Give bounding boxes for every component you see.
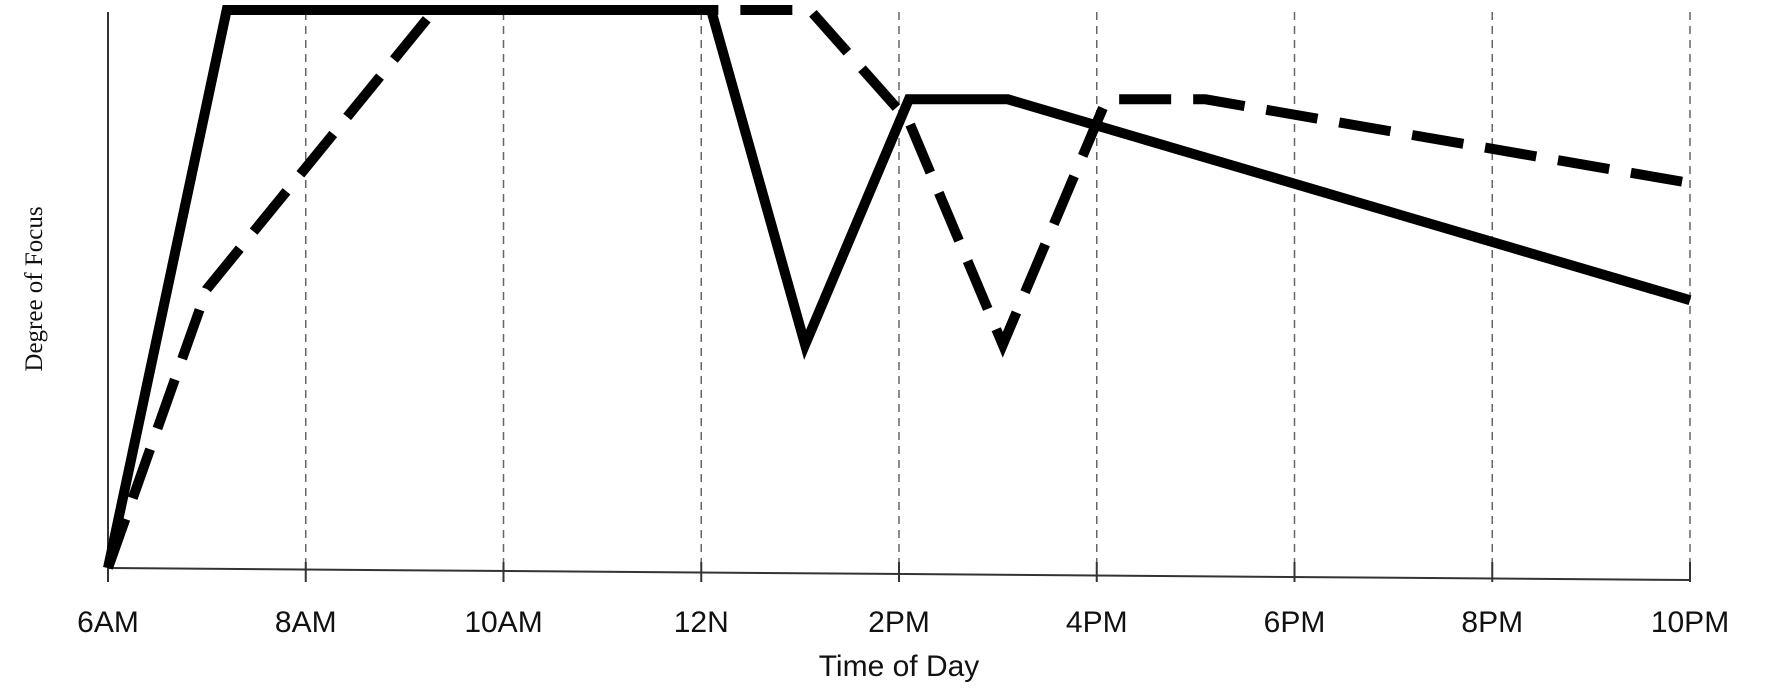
solid-series-line (103, 5, 1692, 570)
x-tick-label: 8AM (275, 606, 337, 639)
x-axis-title: Time of Day (819, 650, 980, 683)
x-tick-label: 10AM (464, 606, 542, 639)
dashed-series-line (103, 4, 1691, 570)
x-tick-label: 6PM (1264, 606, 1326, 639)
x-tick-label: 12N (674, 606, 729, 639)
series-lines (103, 4, 1692, 570)
x-tick-label: 2PM (868, 606, 930, 639)
x-tick-label: 8PM (1461, 606, 1523, 639)
x-tick-labels: 6AM 8AM 10AM 12N 2PM 4PM 6PM 8PM 10PM (77, 606, 1729, 639)
x-tick-label: 4PM (1066, 606, 1128, 639)
x-tick-label: 10PM (1651, 606, 1729, 639)
grid-lines (107, 12, 1691, 582)
x-tick-label: 6AM (77, 606, 139, 639)
axes (107, 12, 1691, 581)
y-axis-title: Degree of Focus (21, 206, 48, 371)
x-axis-line (107, 567, 1691, 581)
